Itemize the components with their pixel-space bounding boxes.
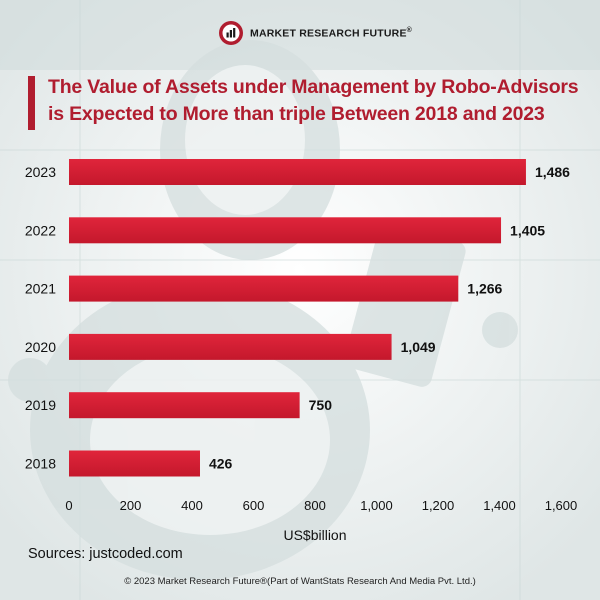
x-tick-label: 200 bbox=[120, 498, 142, 513]
bar-value-label: 750 bbox=[309, 397, 333, 413]
x-axis-label: US$billion bbox=[283, 527, 346, 543]
x-tick-label: 800 bbox=[304, 498, 326, 513]
x-tick-label: 1,000 bbox=[360, 498, 393, 513]
bar-value-label: 1,486 bbox=[535, 164, 570, 180]
brand-name: MARKET RESEARCH FUTURE® bbox=[250, 26, 413, 40]
sources-note: Sources: justcoded.com bbox=[28, 546, 183, 562]
x-tick-label: 0 bbox=[65, 498, 72, 513]
y-tick-label: 2018 bbox=[25, 456, 56, 472]
bar-value-label: 1,049 bbox=[401, 339, 436, 355]
title-accent-bar bbox=[28, 76, 35, 130]
chart-title: The Value of Assets under Management by … bbox=[28, 74, 580, 130]
bar bbox=[69, 159, 526, 185]
bar bbox=[69, 217, 502, 244]
chart-title-line-2: is Expected to More than triple Between … bbox=[48, 103, 545, 125]
bar bbox=[69, 450, 200, 477]
y-tick-label: 2021 bbox=[25, 281, 56, 297]
bar bbox=[69, 392, 300, 419]
x-tick-label: 1,200 bbox=[422, 498, 455, 513]
y-tick-label: 2019 bbox=[25, 397, 56, 413]
x-tick-label: 600 bbox=[243, 498, 265, 513]
y-tick-label: 2023 bbox=[25, 164, 56, 180]
bar-value-label: 1,266 bbox=[467, 281, 502, 297]
bar bbox=[69, 333, 392, 360]
bar bbox=[69, 275, 459, 302]
x-tick-label: 1,600 bbox=[545, 498, 578, 513]
copyright-notice: © 2023 Market Research Future®(Part of W… bbox=[124, 576, 476, 587]
chart-title-line-1: The Value of Assets under Management by … bbox=[48, 76, 579, 98]
x-tick-label: 1,400 bbox=[483, 498, 516, 513]
brand-header: MARKET RESEARCH FUTURE® bbox=[218, 16, 412, 50]
bar-value-label: 426 bbox=[209, 456, 233, 472]
bar-value-label: 1,405 bbox=[510, 222, 545, 238]
y-tick-label: 2020 bbox=[25, 339, 56, 355]
y-tick-label: 2022 bbox=[25, 222, 56, 238]
x-tick-label: 400 bbox=[181, 498, 203, 513]
market-research-future-logo-icon bbox=[219, 21, 243, 45]
